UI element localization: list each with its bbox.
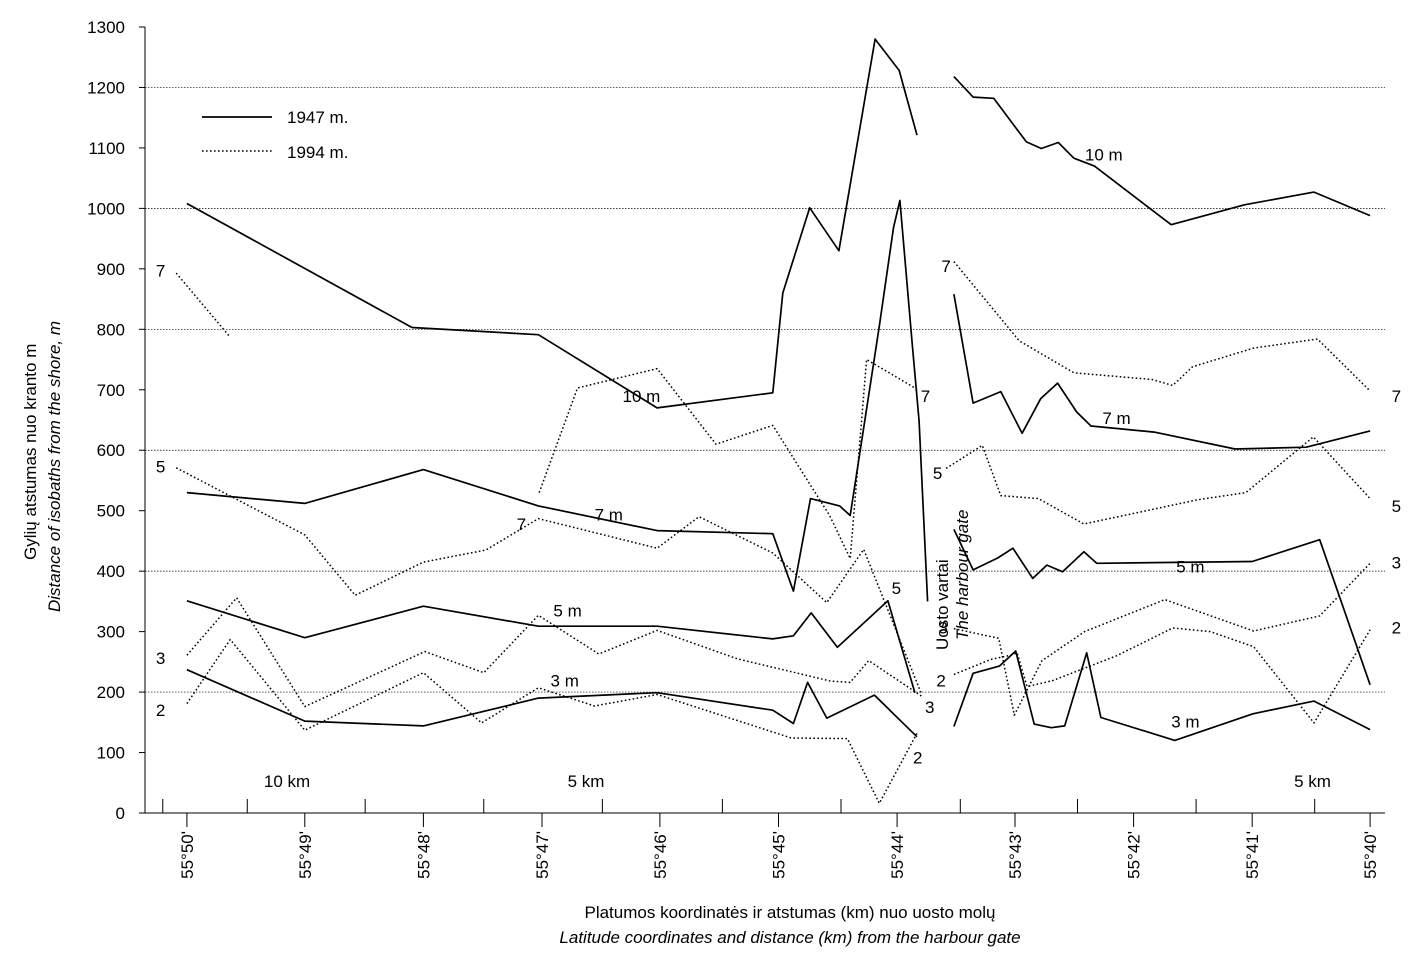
y-tick-label-500: 500	[97, 502, 125, 521]
isobath-label-8: 3 m	[551, 672, 579, 691]
distance-label-0: 10 km	[264, 772, 310, 791]
isobath-label-1: 10 m	[623, 387, 661, 406]
isobath-label-19: 5 m	[1176, 557, 1204, 576]
series-line-1994-m-5-m-part-0	[175, 467, 922, 694]
legend-label-1994: 1994 m.	[287, 143, 349, 162]
isobath-label-11: 3	[925, 698, 934, 717]
series-line-1947-m-7-m-part-1	[953, 294, 1371, 450]
isobath-label-21: 3	[1392, 554, 1401, 573]
isobath-label-4: 7 m	[595, 505, 623, 524]
x-axis-label: Platumos koordinatės ir atstumas (km) nu…	[584, 903, 996, 922]
y-tick-label-100: 100	[97, 744, 125, 763]
isobath-label-16: 7	[1392, 387, 1401, 406]
isobath-label-17: 5	[933, 464, 942, 483]
isobath-label-15: 7 m	[1102, 409, 1130, 428]
series-line-1947-m-5-m-part-1	[953, 529, 1371, 686]
y-tick-label-600: 600	[97, 441, 125, 460]
series-lines	[175, 38, 1371, 805]
series-line-1994-m-10-m-part-0	[538, 358, 918, 560]
y-tick-label-1200: 1200	[87, 78, 125, 97]
y-tick-label-1300: 1300	[87, 18, 125, 37]
isobath-label-9: 3	[156, 649, 165, 668]
isobath-label-24: 3 m	[1171, 713, 1199, 732]
isobath-label-0: 7	[156, 262, 165, 281]
isobath-label-10: 2	[156, 701, 165, 720]
y-axis-label-english: Distance of isobaths from the shore, m	[45, 320, 64, 612]
series-line-1947-m-7-m-part-0	[186, 199, 929, 602]
x-tick-label-8: 55°42'	[1125, 831, 1144, 879]
isobath-label-14: 7	[941, 257, 950, 276]
x-tick-label-7: 55°43'	[1006, 831, 1025, 879]
distance-label-1: 5 km	[568, 772, 605, 791]
series-line-1994-m-7-m-part-1	[953, 261, 1371, 392]
y-tick-label-0: 0	[116, 804, 125, 823]
y-tick-label-200: 200	[97, 683, 125, 702]
isobath-label-5: 5	[156, 458, 165, 477]
x-tick-label-1: 55°49'	[296, 831, 315, 879]
x-tick-label-2: 55°48'	[414, 831, 433, 879]
series-line-1947-m-5-m-part-0	[186, 599, 916, 693]
y-tick-label-300: 300	[97, 623, 125, 642]
x-tick-label-4: 55°46'	[651, 831, 670, 879]
x-axis-label-english: Latitude coordinates and distance (km) f…	[559, 928, 1021, 947]
series-line-1994-m-2-m-part-1	[953, 627, 1371, 724]
x-tick-label-0: 55°50'	[178, 831, 197, 879]
x-tick-label-6: 55°44'	[888, 831, 907, 879]
series-line-1994-m-3-m-part-0	[186, 597, 924, 708]
isobath-label-7: 5 m	[553, 601, 581, 620]
x-tick-label-9: 55°41'	[1243, 831, 1262, 879]
isobath-label-6: 5	[892, 579, 901, 598]
series-line-1947-m-3-m-part-0	[186, 668, 918, 738]
harbour-gate-label: Uosto vartai	[933, 559, 952, 650]
series-line-1994-m-5-m-part-1	[945, 436, 1371, 525]
series-line-1947-m-10-m-part-0	[186, 38, 918, 409]
series-line-1947-m-10-m-part-1	[953, 76, 1371, 226]
series-line-1994-m-7-m-part-0	[175, 272, 231, 338]
harbour-gate-label-english: The harbour gate	[953, 509, 972, 640]
grid-lines	[145, 87, 1385, 693]
isobath-label-22: 2	[936, 672, 945, 691]
legend	[202, 116, 272, 152]
y-tick-label-1000: 1000	[87, 199, 125, 218]
y-axis-label: Gylių atstumas nuo kranto m	[21, 343, 40, 560]
axes: 0 100 200 300 400 500 600 700 800 900 1000 1100 1200…	[87, 18, 1385, 879]
legend-label-1947: 1947 m.	[287, 108, 349, 127]
x-tick-label-3: 55°47'	[533, 831, 552, 879]
isobath-label-3: 7	[517, 515, 526, 534]
isobath-label-18: 5	[1392, 497, 1401, 516]
series-line-1947-m-3-m-part-1	[953, 650, 1371, 742]
series-line-1994-m-3-m-part-1	[953, 562, 1371, 716]
x-tick-label-5: 55°45'	[769, 831, 788, 879]
isobath-label-13: 10 m	[1085, 146, 1123, 165]
x-tick-label-10: 55°40'	[1361, 831, 1380, 879]
y-tick-label-700: 700	[97, 381, 125, 400]
y-tick-label-900: 900	[97, 260, 125, 279]
isobath-label-12: 2	[913, 748, 922, 767]
y-tick-label-1100: 1100	[88, 139, 125, 158]
y-tick-label-800: 800	[97, 320, 125, 339]
y-tick-label-400: 400	[97, 562, 125, 581]
isobath-label-23: 2	[1392, 618, 1401, 637]
distance-label-2: 5 km	[1294, 772, 1331, 791]
isobath-label-20: 3	[939, 618, 948, 637]
isobath-label-2: 7	[921, 387, 930, 406]
